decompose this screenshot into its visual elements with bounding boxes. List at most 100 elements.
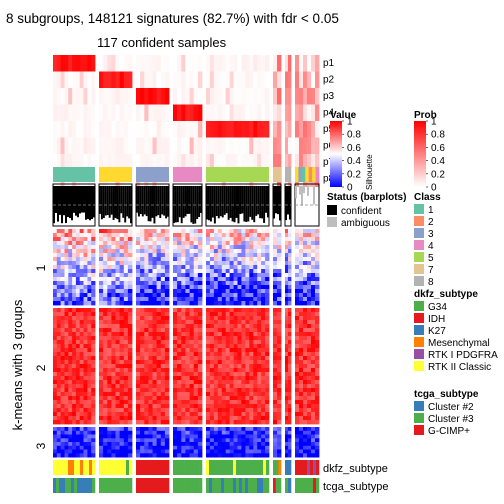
heatmap-cell [245, 420, 250, 425]
heatmap-cell [119, 376, 125, 381]
heatmap-cell [221, 281, 227, 286]
heatmap-cell [225, 316, 230, 321]
prob-cell [245, 154, 250, 171]
heatmap-cell [307, 372, 312, 377]
heatmap-cell [72, 269, 77, 274]
heatmap-cell [213, 344, 219, 349]
heatmap-cell [299, 273, 304, 278]
heatmap-cell [64, 249, 69, 254]
heatmap-cell [245, 253, 250, 258]
prob-cell [148, 121, 153, 138]
heatmap-cell [164, 289, 170, 294]
silhouette-bar [145, 186, 148, 217]
heatmap-cell [123, 348, 129, 353]
heatmap-cell [245, 352, 250, 357]
heatmap-cell [206, 241, 211, 246]
prob-cell [148, 88, 153, 105]
heatmap-cell [107, 245, 112, 250]
heatmap-cell [257, 233, 262, 238]
heatmap-cell [64, 368, 69, 373]
heatmap-cell [253, 438, 258, 443]
heatmap-cell [288, 316, 292, 321]
legend-swatch [327, 205, 337, 215]
prob-cell [206, 55, 211, 72]
heatmap-cell [237, 297, 242, 302]
heatmap-cell [213, 368, 219, 373]
heatmap-cell [140, 430, 145, 435]
prob-cell [221, 121, 227, 138]
heatmap-cell [285, 269, 289, 274]
dkfz-cell [273, 460, 276, 475]
prob-cell [123, 137, 129, 154]
heatmap-cell [136, 356, 141, 361]
heatmap-cell [197, 416, 203, 421]
heatmap-cell [177, 281, 182, 286]
heatmap-cell [193, 434, 199, 439]
heatmap-cell [64, 289, 69, 294]
heatmap-cell [156, 340, 162, 345]
heatmap-cell [164, 404, 170, 409]
legend-swatch [414, 401, 424, 411]
heatmap-cell [107, 265, 112, 270]
heatmap-cell [127, 380, 133, 385]
heatmap-cell [299, 438, 304, 443]
heatmap-cell [311, 438, 316, 443]
prob-cell [140, 88, 145, 105]
prob-cell [206, 104, 211, 121]
heatmap-cell [79, 245, 84, 250]
heatmap-cell [257, 434, 262, 439]
heatmap-cell [295, 384, 300, 389]
heatmap-cell [295, 348, 300, 353]
heatmap-cell [257, 269, 262, 274]
heatmap-cell [307, 453, 312, 458]
heatmap-cell [87, 253, 92, 258]
heatmap-cell [206, 445, 211, 450]
heatmap-cell [127, 257, 133, 262]
heatmap-cell [225, 261, 230, 266]
heatmap-cell [265, 241, 270, 246]
heatmap-cell [303, 453, 308, 458]
heatmap-cell [229, 396, 234, 401]
heatmap-cell [197, 360, 203, 365]
heatmap-cell [206, 427, 211, 432]
heatmap-cell [99, 416, 104, 421]
heatmap-cell [288, 442, 292, 447]
prob-cell [285, 88, 289, 105]
heatmap-cell [127, 400, 133, 405]
heatmap-cell [295, 445, 300, 450]
heatmap-cell [53, 352, 58, 357]
heatmap-cell [173, 265, 178, 270]
heatmap-cell [79, 352, 84, 357]
heatmap-cell [60, 273, 65, 278]
heatmap-cell [221, 297, 227, 302]
heatmap-cell [99, 332, 104, 337]
heatmap-cell [115, 408, 120, 413]
prob-cell [115, 121, 120, 138]
prob-cell [91, 88, 96, 105]
heatmap-cell [237, 336, 242, 341]
heatmap-cell [213, 237, 219, 242]
heatmap-cell [217, 257, 223, 262]
heatmap-cell [197, 348, 203, 353]
heatmap-cell [288, 253, 292, 258]
heatmap-cell [253, 344, 258, 349]
silhouette-bar [186, 186, 189, 214]
heatmap-cell [87, 261, 92, 266]
prob-cell [277, 137, 282, 154]
heatmap-cell [123, 332, 129, 337]
heatmap-cell [87, 324, 92, 329]
heatmap-cell [87, 297, 92, 302]
dkfz-cell [77, 460, 81, 475]
tcga-cell [136, 478, 140, 493]
heatmap-cell [311, 449, 316, 454]
heatmap-cell [119, 332, 125, 337]
heatmap-cell [140, 245, 145, 250]
heatmap-cell [288, 269, 292, 274]
heatmap-cell [136, 368, 141, 373]
heatmap-cell [193, 380, 199, 385]
heatmap-cell [209, 312, 215, 317]
heatmap-cell [257, 438, 262, 443]
heatmap-cell [68, 412, 73, 417]
prob-cell [221, 154, 227, 171]
